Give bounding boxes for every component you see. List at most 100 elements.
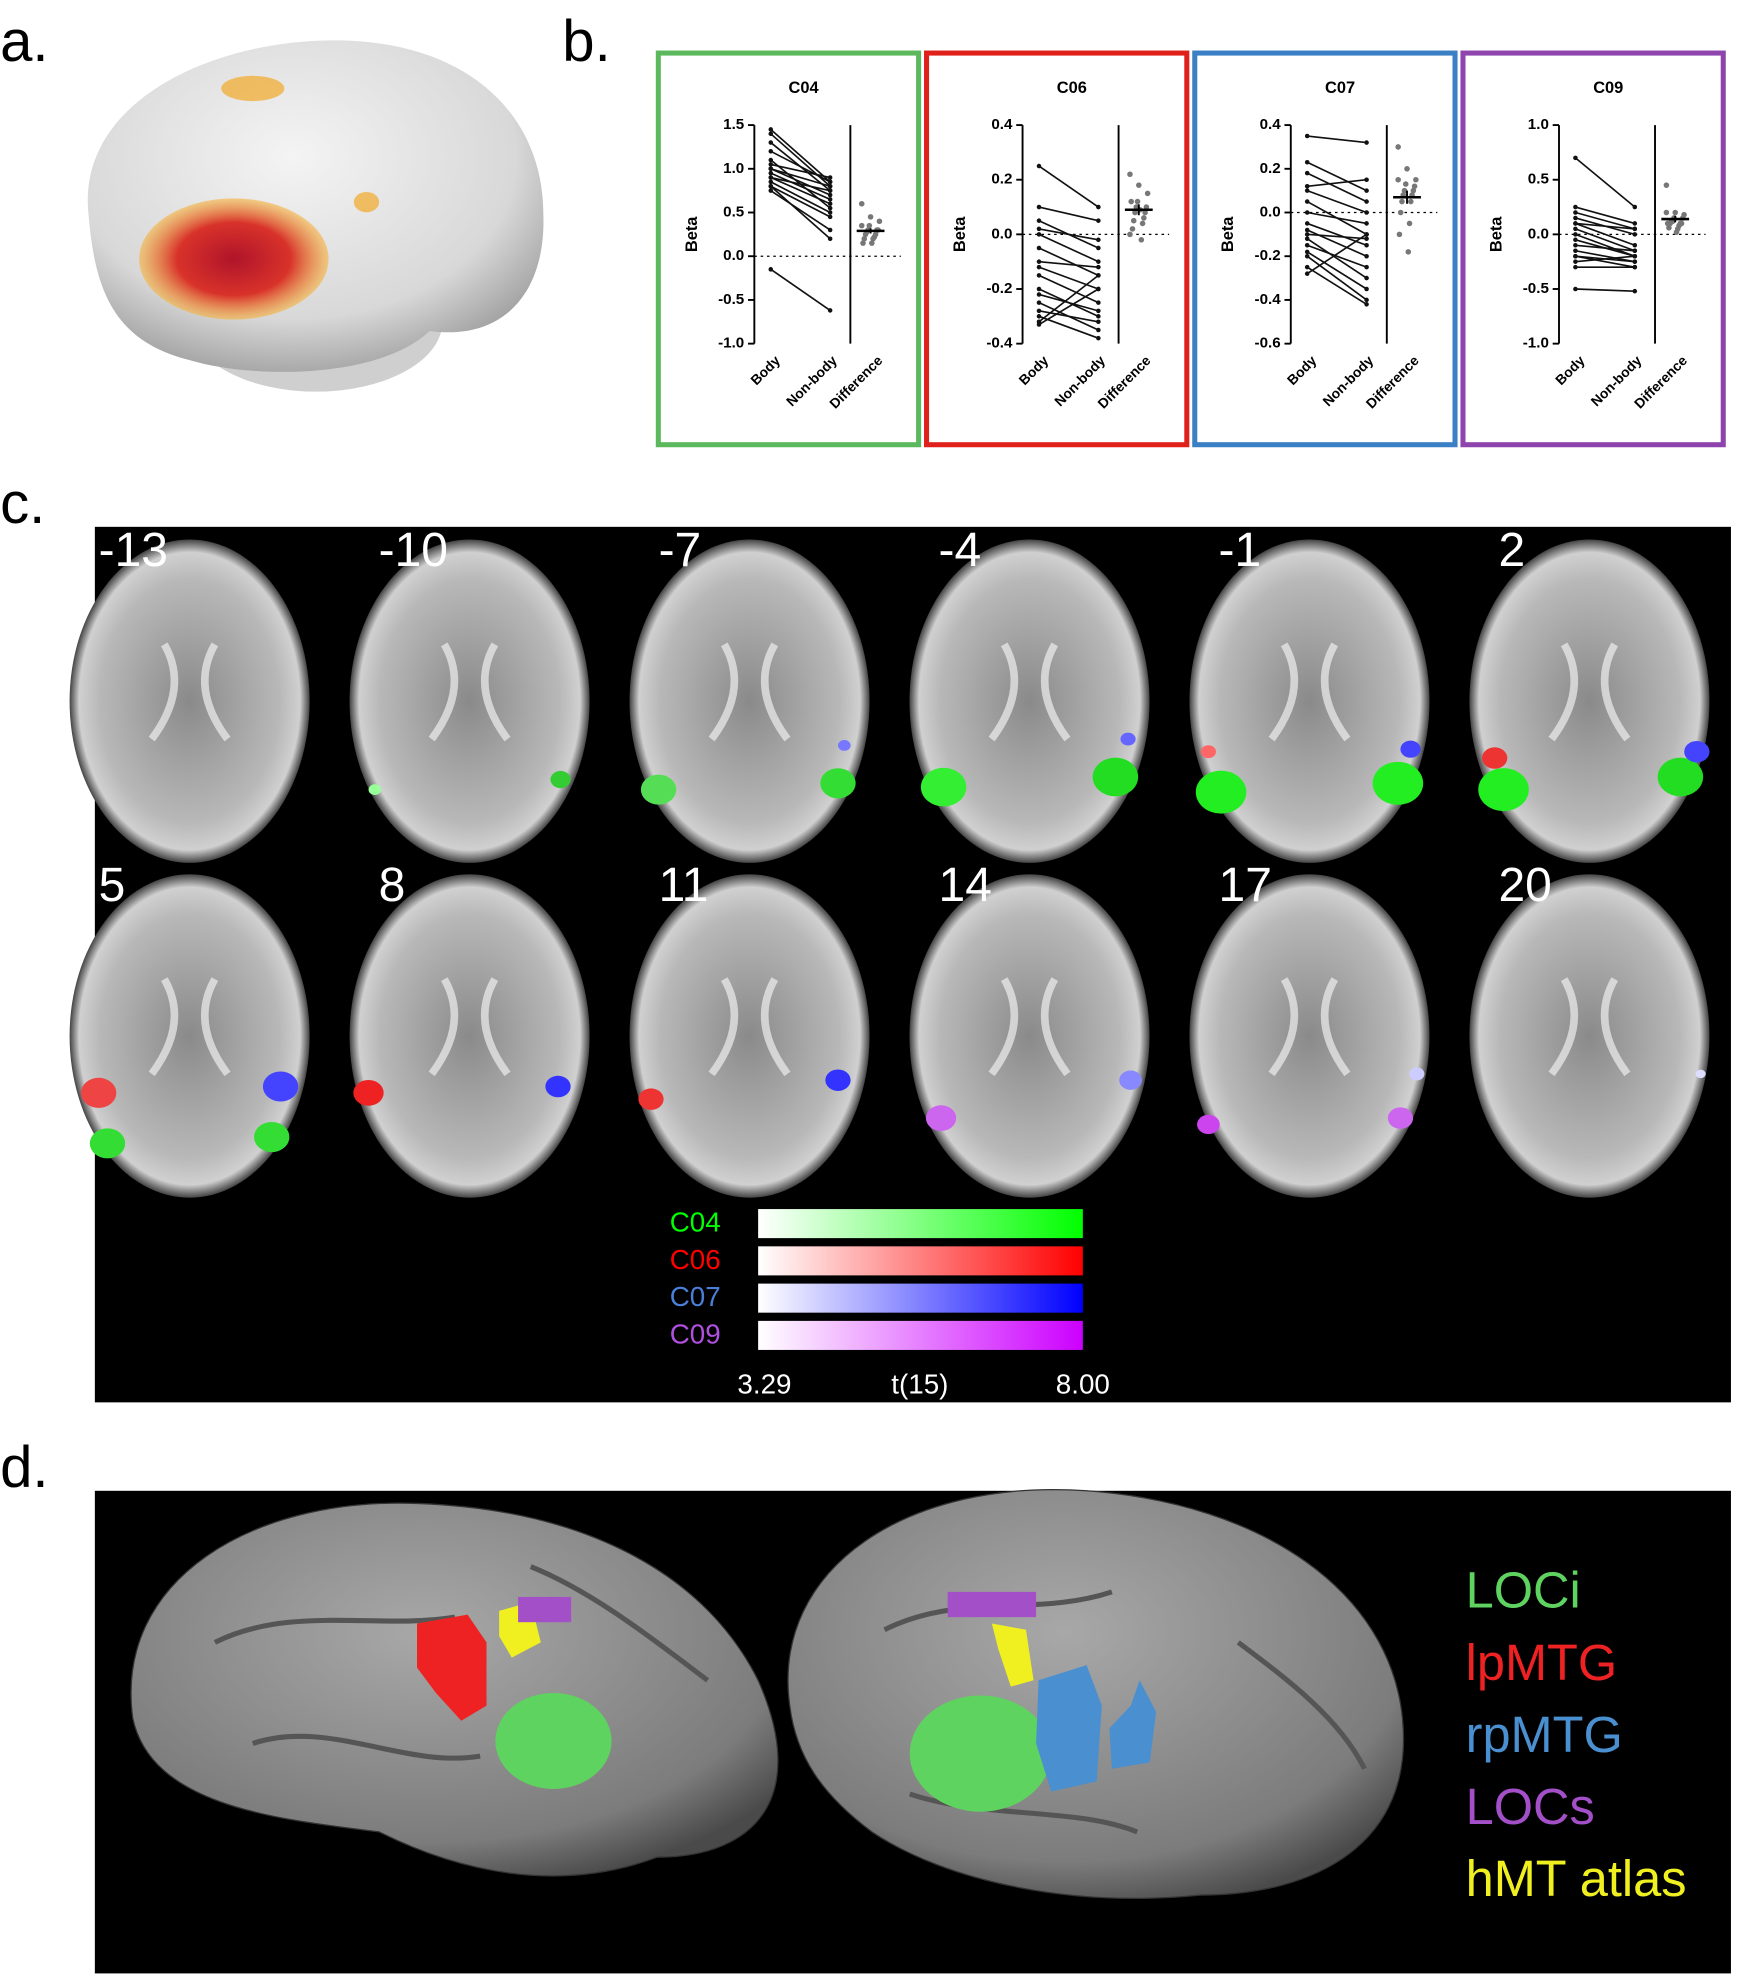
non-body-point: [827, 308, 833, 313]
subject-line: [1575, 211, 1636, 230]
non-body-point: [1632, 259, 1638, 264]
slice-image: [909, 539, 1150, 863]
subject-line: [1038, 228, 1099, 241]
subject-line: [1306, 189, 1367, 214]
non-body-point: [1632, 288, 1638, 294]
ventricles: [428, 642, 511, 742]
non-body-point: [827, 201, 833, 207]
subject-line: [1307, 135, 1367, 144]
difference-point: [1406, 220, 1413, 227]
non-body-point: [827, 179, 833, 185]
non-body-point: [1096, 218, 1101, 223]
non-body-point: [1364, 236, 1369, 242]
non-body-point: [1364, 177, 1369, 182]
body-point: [1036, 322, 1042, 327]
body-point: [1304, 271, 1310, 276]
subject-line: [1307, 211, 1367, 225]
difference-point: [1413, 176, 1419, 183]
body-point: [768, 149, 774, 154]
slice-label: 2: [1498, 524, 1525, 577]
body-point: [1573, 221, 1578, 226]
difference-point: [862, 231, 869, 238]
legend-entry: LOCi: [1466, 1562, 1581, 1619]
difference-point: [1410, 187, 1417, 194]
slice-image: [1469, 539, 1710, 863]
body-point: [768, 188, 774, 193]
difference-point: [869, 240, 875, 246]
colorbar-axis-label: t(15): [891, 1368, 948, 1399]
body-point: [768, 267, 774, 272]
brain-surfaces-d: [130, 1489, 1405, 1899]
body-point: [1304, 249, 1310, 255]
difference-point: [858, 222, 865, 229]
subject-line: [1038, 247, 1099, 277]
colorbar: [758, 1283, 1083, 1313]
chart-frame: [655, 50, 922, 448]
non-body-point: [827, 236, 833, 242]
chart-title: C07: [1325, 79, 1355, 97]
x-tick-label: Body: [1284, 352, 1320, 388]
body-point: [1304, 221, 1310, 226]
non-body-point: [827, 214, 833, 220]
y-tick-label: 0.5: [1528, 171, 1549, 188]
body-point: [1304, 232, 1310, 237]
activation: [638, 1088, 664, 1110]
y-axis-label: Beta: [1487, 216, 1505, 252]
difference-point: [1141, 215, 1147, 221]
non-body-point: [1096, 300, 1101, 305]
chart-title: C06: [1057, 79, 1087, 97]
slice-label: 11: [659, 859, 709, 912]
activation: [1119, 1070, 1142, 1090]
body-point: [1036, 314, 1042, 319]
body-point: [1304, 264, 1310, 270]
body-point: [1573, 253, 1578, 259]
subject-line: [1575, 249, 1635, 263]
legend-entry: rpMTG: [1466, 1706, 1623, 1763]
ventricles: [148, 977, 231, 1077]
body-point: [1036, 232, 1042, 237]
difference-point: [1132, 209, 1138, 216]
body-point: [1036, 204, 1042, 210]
panel-label: a.: [0, 9, 48, 74]
subject-line: [1307, 178, 1367, 188]
non-body-point: [1364, 264, 1369, 270]
body-point: [768, 166, 774, 172]
activation: [1120, 732, 1136, 746]
subject-line: [770, 150, 831, 183]
subject-line: [770, 176, 831, 205]
non-body-point: [1364, 232, 1369, 237]
body-point: [1573, 204, 1578, 210]
body-point: [1573, 248, 1578, 254]
body-point: [1573, 286, 1578, 292]
body-point: [1304, 133, 1310, 139]
body-point: [1304, 199, 1310, 204]
slice-label: -10: [379, 524, 448, 577]
slice-label: -7: [659, 524, 702, 577]
subject-line: [770, 163, 831, 179]
body-point: [1304, 188, 1310, 193]
activation: [1195, 770, 1247, 814]
slice-label: 5: [99, 859, 126, 912]
colorbar-name: C06: [670, 1244, 721, 1275]
activation: [920, 767, 967, 807]
non-body-point: [1096, 335, 1101, 341]
subject-line: [1575, 233, 1636, 257]
non-body-point: [1096, 327, 1101, 333]
subject-line: [1575, 222, 1636, 247]
body-point: [1304, 184, 1310, 189]
subject-line: [770, 128, 831, 183]
subject-line: [1306, 172, 1367, 203]
difference-point: [870, 235, 876, 242]
y-tick-label: -0.4: [986, 335, 1013, 352]
chart-frame: [924, 50, 1190, 448]
slice-label: 20: [1498, 859, 1551, 912]
non-body-point: [827, 175, 833, 180]
activation: [1197, 1114, 1220, 1135]
y-tick-label: 0.0: [1528, 225, 1549, 242]
y-tick-label: 1.0: [723, 160, 744, 177]
panel-label: b.: [562, 9, 610, 74]
difference-point: [1405, 249, 1412, 255]
body-point: [768, 157, 774, 163]
difference-point: [1673, 229, 1680, 235]
body-point: [1036, 264, 1042, 270]
